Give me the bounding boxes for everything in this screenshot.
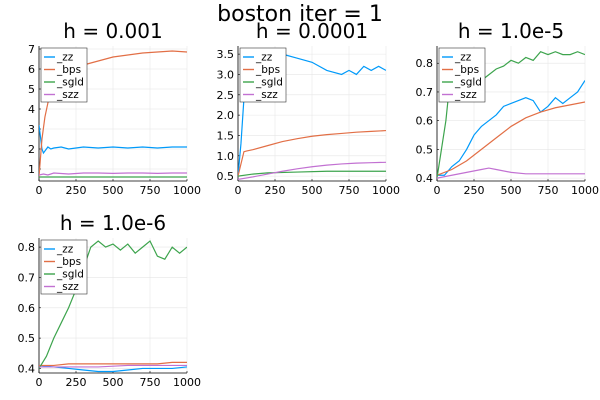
x-tick-label: 0 <box>434 184 441 197</box>
legend-label: _bps <box>56 64 81 76</box>
x-tick-label: 250 <box>265 184 286 197</box>
y-tick-label: 0.6 <box>18 302 36 315</box>
legend-label: _zz <box>56 244 74 256</box>
legend-label: _zz <box>454 52 472 64</box>
x-tick-label: 750 <box>538 184 559 197</box>
x-tick-label: 0 <box>36 376 43 389</box>
x-tick-label: 500 <box>103 184 124 197</box>
legend-label: _szz <box>454 89 477 101</box>
legend-label: _zz <box>255 52 273 64</box>
series-line-bps <box>39 361 187 367</box>
x-tick-label: 250 <box>464 184 485 197</box>
y-tick-label: 4 <box>28 103 35 116</box>
x-tick-label: 1000 <box>173 376 201 389</box>
series-line-szz <box>437 167 585 179</box>
series-line-bps <box>238 129 386 177</box>
x-tick-label: 1000 <box>372 184 400 197</box>
x-tick-label: 750 <box>140 376 161 389</box>
x-tick-label: 500 <box>103 376 124 389</box>
series-line-szz <box>39 364 187 368</box>
legend-label: _sgld <box>56 269 84 281</box>
x-tick-label: 750 <box>339 184 360 197</box>
figure-title: boston iter = 1 <box>217 2 383 27</box>
y-tick-label: 3.0 <box>217 68 235 81</box>
y-tick-label: 0.4 <box>18 362 36 375</box>
subplot-1: 0 250 500 750 1000 1 2 3 4 5 6 7 _zz_bps_sgld_szz h =… <box>28 19 201 197</box>
subplot-title: h = 1.0e-5 <box>458 19 564 43</box>
legend-label: _sgld <box>56 77 84 89</box>
y-tick-label: 0.5 <box>217 170 235 183</box>
x-tick-label: 1000 <box>571 184 599 197</box>
x-tick-label: 250 <box>66 376 87 389</box>
y-tick-label: 0.8 <box>416 57 434 70</box>
y-tick-label: 0.7 <box>416 86 434 99</box>
legend-label: _sgld <box>255 77 283 89</box>
legend-label: _sgld <box>454 77 482 89</box>
series-line-sgld <box>39 240 187 369</box>
legend-label: _szz <box>56 89 79 101</box>
y-tick-label: 0.5 <box>18 332 36 345</box>
legend: _zz_bps_sgld_szz <box>40 239 88 295</box>
legend-label: _bps <box>56 256 81 268</box>
subplot-2: 0 250 500 750 1000 0.5 1.0 1.5 2.0 2.5 3.0 3.5 _zz_b… <box>217 19 401 197</box>
series-line-szz <box>39 172 187 176</box>
legend-label: _szz <box>56 281 79 293</box>
x-tick-label: 0 <box>36 184 43 197</box>
legend: _zz_bps_sgld_szz <box>438 47 486 103</box>
x-tick-label: 750 <box>140 184 161 197</box>
x-tick-label: 1000 <box>173 184 201 197</box>
y-tick-label: 0.5 <box>416 143 434 156</box>
y-tick-label: 0.7 <box>18 271 36 284</box>
y-tick-label: 1.5 <box>217 129 235 142</box>
y-tick-label: 0.8 <box>18 241 36 254</box>
y-tick-label: 3 <box>28 123 35 136</box>
legend: _zz_bps_sgld_szz <box>40 47 88 103</box>
x-tick-label: 250 <box>66 184 87 197</box>
y-tick-label: 1 <box>28 163 35 176</box>
subplot-title: h = 0.0001 <box>256 19 368 43</box>
subplot-title: h = 1.0e-6 <box>60 211 166 235</box>
series-line-zz <box>437 80 585 176</box>
subplot-4: 0 250 500 750 1000 0.4 0.5 0.6 0.7 0.8 _zz_bps_sgl… <box>18 211 202 389</box>
subplot-title: h = 0.001 <box>63 19 162 43</box>
y-tick-label: 5 <box>28 83 35 96</box>
y-tick-label: 2.0 <box>217 109 235 122</box>
legend-label: _zz <box>56 52 74 64</box>
series-line-zz <box>39 124 187 155</box>
series-line-szz <box>238 161 386 180</box>
y-tick-label: 6 <box>28 63 35 76</box>
y-tick-label: 0.6 <box>416 115 434 128</box>
y-tick-label: 2 <box>28 143 35 156</box>
legend-label: _bps <box>454 64 479 76</box>
x-tick-label: 0 <box>235 184 242 197</box>
x-tick-label: 500 <box>501 184 522 197</box>
subplot-3: 0 250 500 750 1000 0.4 0.5 0.6 0.7 0.8 _zz_bps_sgl… <box>416 19 600 197</box>
y-tick-label: 3.5 <box>217 48 235 61</box>
legend-label: _bps <box>255 64 280 76</box>
legend-box <box>40 47 88 103</box>
legend-label: _szz <box>255 89 278 101</box>
legend: _zz_bps_sgld_szz <box>239 47 287 103</box>
y-tick-label: 1.0 <box>217 150 235 163</box>
y-tick-label: 7 <box>28 43 35 56</box>
x-tick-label: 500 <box>302 184 323 197</box>
series-line-zz <box>39 364 187 373</box>
series-line-sgld <box>238 170 386 177</box>
series-line-bps <box>437 101 585 176</box>
y-tick-label: 0.4 <box>416 172 434 185</box>
y-tick-label: 2.5 <box>217 89 235 102</box>
